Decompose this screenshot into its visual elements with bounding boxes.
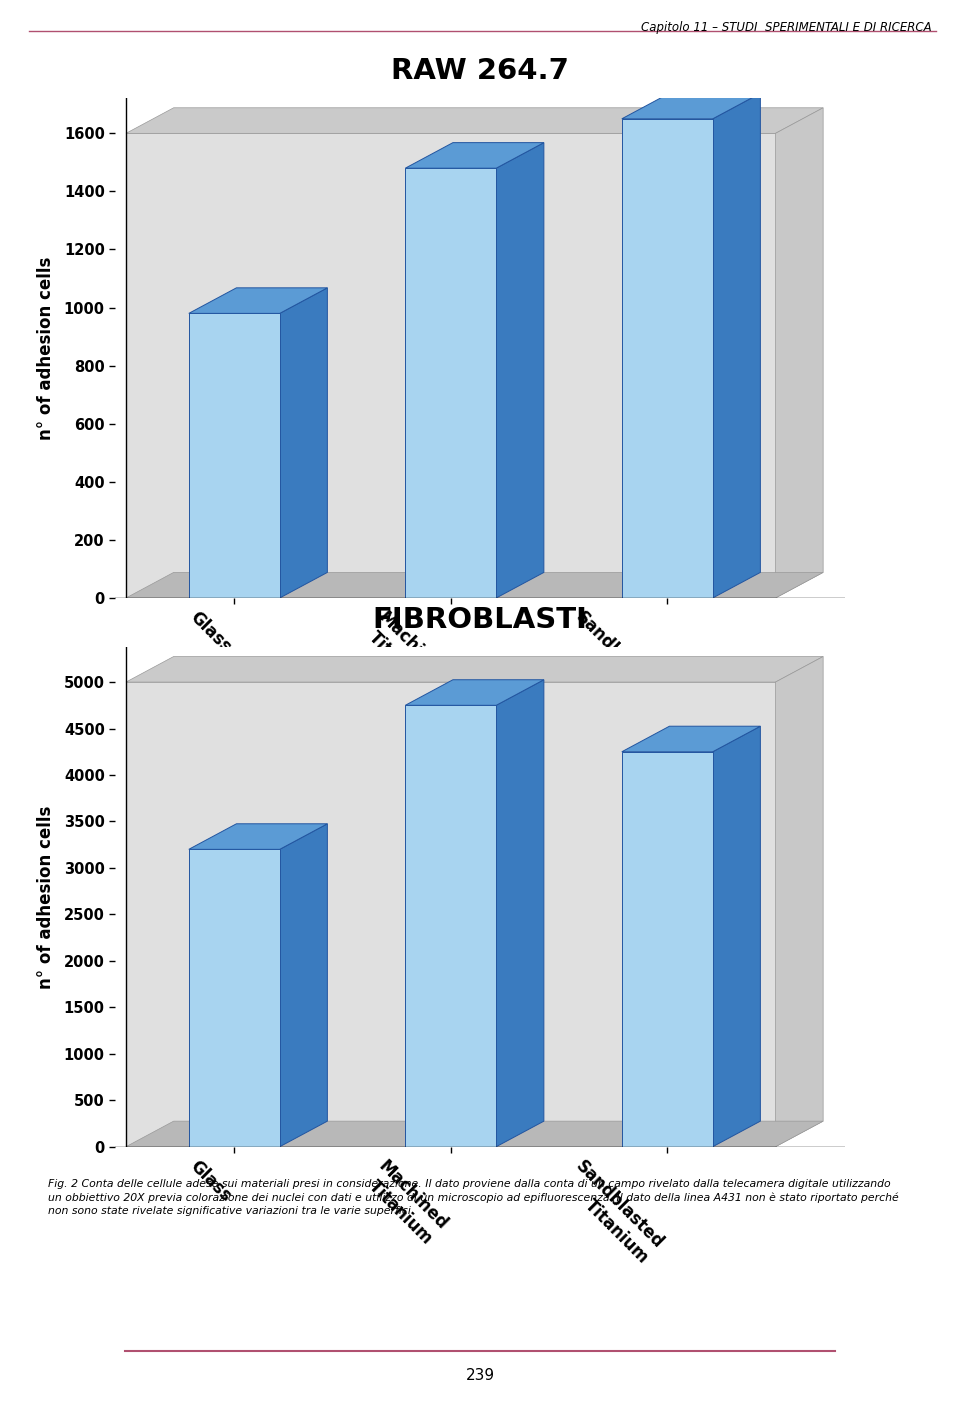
Text: 239: 239 [466, 1368, 494, 1383]
Polygon shape [126, 1121, 823, 1147]
Polygon shape [622, 751, 712, 1147]
Polygon shape [776, 657, 823, 1147]
Polygon shape [496, 142, 544, 598]
Text: Capitolo 11 – STUDI  SPERIMENTALI E DI RICERCA: Capitolo 11 – STUDI SPERIMENTALI E DI RI… [640, 21, 931, 34]
Polygon shape [126, 134, 776, 598]
Polygon shape [126, 657, 823, 682]
Text: Fig. 2 Conta delle cellule adese sui materiali presi in considerazione. Il dato : Fig. 2 Conta delle cellule adese sui mat… [48, 1179, 899, 1216]
Polygon shape [279, 288, 327, 598]
Polygon shape [189, 850, 279, 1147]
Title: RAW 264.7: RAW 264.7 [391, 58, 569, 84]
Polygon shape [189, 288, 327, 314]
Polygon shape [712, 93, 760, 598]
Y-axis label: n° of adhesion cells: n° of adhesion cells [37, 805, 56, 989]
Title: FIBROBLASTI: FIBROBLASTI [372, 606, 588, 633]
Polygon shape [279, 823, 327, 1147]
Polygon shape [405, 142, 544, 169]
Polygon shape [405, 705, 496, 1147]
Polygon shape [405, 680, 544, 705]
Polygon shape [126, 682, 776, 1147]
Polygon shape [712, 726, 760, 1147]
Polygon shape [622, 118, 712, 598]
Polygon shape [622, 726, 760, 751]
Polygon shape [776, 108, 823, 598]
Polygon shape [189, 823, 327, 850]
Y-axis label: n° of adhesion cells: n° of adhesion cells [37, 256, 56, 440]
Polygon shape [405, 169, 496, 598]
Polygon shape [126, 573, 823, 598]
Polygon shape [622, 93, 760, 118]
Polygon shape [126, 108, 823, 134]
Polygon shape [189, 314, 279, 598]
Polygon shape [496, 680, 544, 1147]
